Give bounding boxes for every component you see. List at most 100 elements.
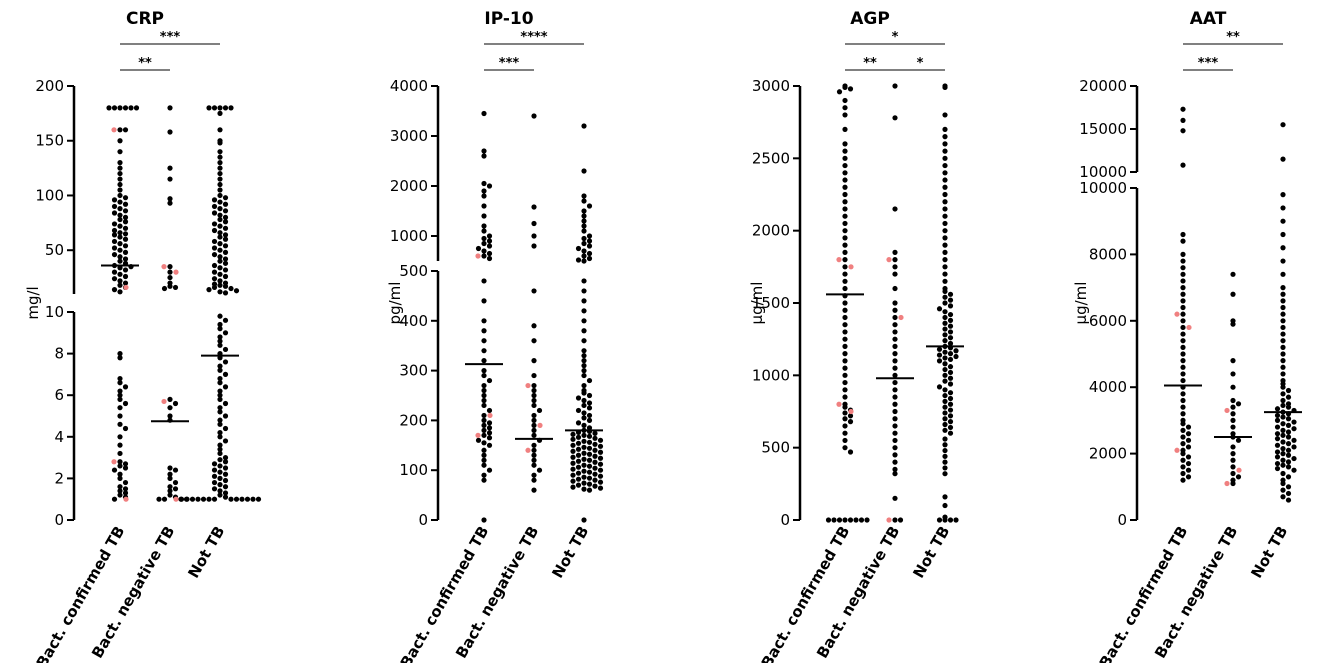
- data-point: [117, 392, 123, 398]
- data-point: [211, 284, 218, 291]
- data-point: [1280, 446, 1286, 452]
- data-point: [942, 392, 948, 399]
- data-point: [1230, 384, 1236, 390]
- data-point: [111, 467, 118, 473]
- data-point: [1235, 401, 1242, 407]
- data-point: [842, 235, 848, 241]
- data-point: [842, 365, 848, 371]
- data-point: [581, 258, 587, 264]
- data-point: [167, 488, 173, 494]
- y-tick-label: 100: [399, 461, 428, 479]
- data-point: [217, 421, 223, 427]
- data-point: [217, 392, 223, 398]
- data-point: [486, 442, 493, 448]
- data-point: [586, 238, 593, 244]
- data-point: [942, 427, 948, 433]
- data-point: [1230, 321, 1236, 327]
- data-point: [481, 153, 487, 159]
- data-point: [531, 382, 537, 389]
- data-point: [217, 254, 223, 260]
- data-point: [592, 465, 598, 471]
- data-point: [892, 471, 898, 477]
- data-point: [1280, 391, 1286, 397]
- data-point: [858, 517, 865, 523]
- data-point: [531, 387, 537, 394]
- data-point: [1230, 470, 1236, 477]
- data-point: [947, 356, 954, 363]
- data-point: [481, 318, 487, 324]
- data-point: [117, 434, 123, 440]
- data-point: [942, 442, 948, 448]
- data-point: [586, 417, 593, 423]
- data-point: [122, 425, 129, 432]
- data-point: [211, 473, 218, 479]
- data-point: [586, 487, 593, 493]
- data-point: [892, 322, 898, 328]
- data-point: [255, 496, 262, 502]
- data-point: [842, 404, 848, 410]
- y-tick-label: 150: [35, 132, 64, 150]
- data-point: [211, 245, 218, 251]
- panel-title: IP-10: [484, 9, 533, 29]
- y-tick-label: 2: [54, 469, 64, 487]
- data-point: [1280, 291, 1286, 297]
- data-point: [570, 436, 576, 442]
- data-point: [531, 457, 537, 463]
- data-point: [1274, 431, 1281, 437]
- data-point: [581, 363, 587, 369]
- y-axis-label: µg/ml: [1072, 282, 1090, 325]
- data-point: [222, 359, 229, 365]
- data-point: [842, 170, 848, 176]
- data-point: [892, 343, 898, 349]
- data-point: [847, 517, 854, 523]
- data-point: [486, 435, 493, 441]
- data-point: [217, 492, 223, 498]
- data-point: [892, 401, 898, 407]
- data-point: [167, 484, 173, 490]
- data-point: [117, 181, 123, 188]
- data-point: [936, 346, 943, 352]
- data-point: [942, 206, 948, 212]
- data-point: [531, 338, 537, 344]
- data-point: [942, 349, 948, 355]
- data-point: [117, 450, 123, 457]
- data-point: [892, 271, 898, 277]
- data-point: [1280, 487, 1286, 493]
- data-point: [1280, 218, 1286, 224]
- data-point-highlight: [173, 269, 179, 275]
- data-point: [481, 248, 487, 254]
- data-point: [947, 364, 954, 370]
- data-point: [942, 288, 948, 295]
- data-point: [1180, 271, 1186, 277]
- data-point: [481, 213, 487, 219]
- data-point: [217, 469, 223, 475]
- y-tick-label: 0: [418, 511, 428, 529]
- data-point: [217, 223, 223, 229]
- data-point: [581, 486, 587, 492]
- data-point: [111, 232, 118, 238]
- data-point: [122, 231, 129, 237]
- data-point: [942, 465, 948, 471]
- data-point: [122, 208, 129, 214]
- data-point: [211, 479, 218, 486]
- data-point: [161, 496, 168, 502]
- data-point: [1274, 454, 1281, 460]
- data-point: [117, 282, 123, 288]
- data-point: [842, 416, 848, 422]
- data-point: [167, 471, 173, 477]
- data-point: [892, 430, 898, 436]
- data-point: [122, 273, 129, 280]
- data-point: [195, 496, 201, 502]
- data-point: [536, 467, 543, 473]
- data-point: [1230, 358, 1236, 364]
- data-point: [211, 486, 218, 492]
- data-point: [117, 421, 123, 427]
- data-point: [570, 431, 576, 437]
- data-point: [1285, 387, 1292, 394]
- data-point: [172, 486, 179, 492]
- data-point: [842, 336, 848, 342]
- y-tick-label: 50: [45, 241, 64, 259]
- data-point: [222, 459, 229, 465]
- data-point: [1280, 205, 1286, 211]
